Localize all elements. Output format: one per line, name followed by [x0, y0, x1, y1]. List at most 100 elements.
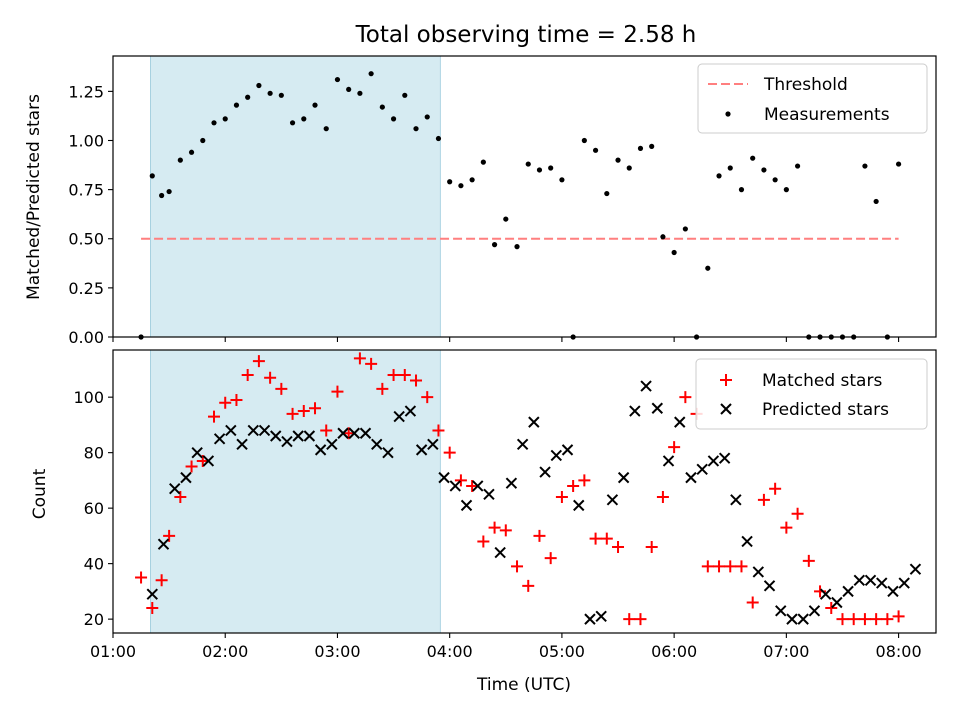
matched-star-point — [780, 521, 793, 534]
bottom-y-axis-ticks: 20 40 60 80 100 — [73, 388, 113, 629]
matched-star-point — [746, 596, 759, 609]
predicted-star-point — [842, 585, 854, 598]
measurement-point — [637, 145, 644, 151]
legend-measurements-label: Measurements — [764, 105, 890, 125]
predicted-star-point — [539, 466, 551, 478]
matched-star-point — [421, 391, 434, 404]
measurement-point — [581, 137, 587, 144]
predicted-star-point — [247, 424, 259, 437]
predicted-star-point — [449, 480, 462, 492]
measurement-point — [503, 216, 509, 222]
predicted-star-point — [685, 471, 697, 484]
matched-star-point — [252, 355, 265, 368]
predicted-star-point — [528, 416, 540, 428]
matched-star-point — [668, 441, 681, 454]
predicted-star-point — [169, 483, 181, 495]
measurement-point — [233, 102, 240, 108]
predicted-star-point — [606, 494, 619, 506]
matched-star-point — [432, 424, 445, 437]
bottom-y-tick-label: 80 — [84, 444, 104, 463]
bottom-y-axis-label: Count — [30, 468, 50, 519]
predicted-star-point — [438, 471, 450, 484]
bottom-legend: Matched stars Predicted stars — [695, 358, 928, 430]
measurement-point — [357, 90, 363, 96]
x-tick-label: 01:00 — [90, 642, 136, 661]
matched-star-point — [578, 474, 591, 487]
predicted-star-point — [718, 452, 731, 464]
matched-star-point — [146, 602, 159, 615]
x-tick-label: 03:00 — [314, 642, 360, 661]
matched-star-point — [342, 427, 355, 440]
matched-stars-points — [135, 352, 905, 626]
measurement-point — [469, 177, 475, 183]
matched-star-point — [135, 571, 148, 584]
measurement-point — [267, 90, 273, 96]
bottom-plot-frame — [112, 349, 937, 634]
top-plot-frame — [112, 55, 937, 338]
legend-predicted-swatch — [720, 403, 732, 415]
measurement-point — [413, 126, 419, 132]
measurement-point — [245, 94, 251, 100]
measurement-point — [222, 116, 228, 122]
matched-star-point — [398, 368, 411, 381]
predicted-star-point — [460, 499, 473, 512]
predicted-star-point — [292, 430, 304, 442]
predicted-star-point — [887, 585, 899, 598]
predicted-star-point — [651, 402, 664, 414]
predicted-star-point — [617, 471, 630, 484]
matched-star-point — [555, 491, 568, 504]
x-axis-label: Time (UTC) — [476, 675, 571, 695]
measurement-point — [738, 187, 745, 193]
predicted-star-point — [494, 546, 506, 559]
top-observing-window-shade — [150, 55, 441, 338]
predicted-star-point — [629, 405, 641, 417]
measurement-point — [548, 165, 554, 171]
predicted-star-point — [157, 538, 170, 550]
measurement-point — [491, 242, 498, 248]
predicted-star-point — [427, 438, 439, 451]
predicted-star-point — [831, 596, 843, 609]
matched-star-point — [387, 368, 400, 381]
predicted-star-point — [819, 588, 832, 600]
predicted-star-point — [236, 438, 248, 451]
predicted-star-point — [561, 444, 574, 456]
matched-star-point — [522, 579, 535, 592]
predicted-star-point — [662, 455, 675, 467]
predicted-star-point — [786, 613, 798, 625]
top-y-tick-label: 0.25 — [68, 279, 104, 298]
measurement-point — [525, 161, 531, 167]
measurement-point — [592, 147, 599, 153]
matched-star-point — [802, 554, 815, 567]
matched-star-point — [410, 374, 423, 387]
matched-star-point — [466, 479, 479, 492]
measurement-point — [514, 244, 520, 250]
bottom-observing-window-shade — [150, 349, 441, 634]
predicted-star-point — [348, 427, 360, 439]
predicted-star-point — [775, 605, 787, 617]
predicted-star-point — [281, 435, 293, 448]
matched-star-point — [567, 479, 580, 492]
measurement-point — [862, 163, 868, 169]
matched-star-point — [533, 529, 546, 542]
top-panel: 0.00 0.25 0.50 0.75 1.00 1.25 Matched/Predict… — [24, 55, 937, 347]
predicted-star-point — [404, 405, 417, 417]
measurement-point — [149, 173, 155, 179]
x-tick-label: 02:00 — [202, 642, 248, 661]
measurement-point — [211, 120, 217, 126]
measurement-point — [794, 163, 801, 169]
measurement-point — [368, 71, 374, 77]
predicted-star-point — [752, 566, 765, 578]
measurement-point — [312, 102, 318, 108]
predicted-star-point — [640, 380, 652, 392]
matched-star-point — [275, 382, 288, 395]
measurement-point — [301, 116, 307, 122]
predicted-star-point — [573, 499, 585, 512]
predicted-star-point — [864, 574, 877, 586]
matched-star-point — [724, 560, 737, 573]
predicted-star-point — [303, 430, 316, 442]
measurement-point — [346, 86, 352, 93]
measurement-point — [536, 167, 543, 173]
matched-star-point — [241, 368, 254, 381]
matched-star-point — [735, 560, 748, 573]
chart-title: Total observing time = 2.58 h — [355, 22, 697, 48]
